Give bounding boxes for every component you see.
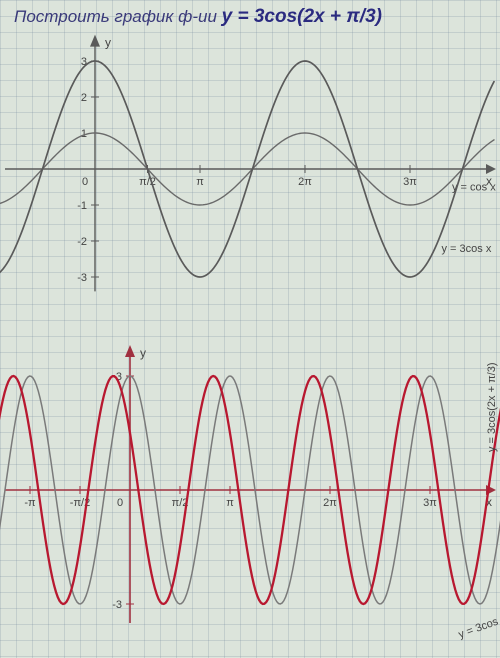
y-axis-arrow-icon — [90, 35, 100, 47]
y-axis-arrow-icon — [125, 345, 135, 357]
chart-top: yx-π0π/2π2π3π321-1-2-3y = cos xy = 3cos … — [0, 34, 500, 304]
y-tick-label: -3 — [112, 599, 122, 611]
series-label: y = 3cos(2x + π/3) — [486, 362, 498, 452]
x-tick-label: 0 — [117, 497, 123, 509]
x-tick-label: π — [196, 176, 204, 188]
x-tick-label: 3π — [423, 497, 437, 509]
y-tick-label: -2 — [77, 236, 87, 248]
title-prefix: Построить график ф-ии — [14, 7, 222, 26]
y-tick-label: -1 — [77, 200, 87, 212]
series-label: y = 3cos x — [442, 243, 492, 255]
page-title: Построить график ф-ии y = 3cos(2x + π/3) — [14, 6, 490, 28]
chart-bottom: yx-π-π/20π/2π2π3π3-3y = 3cos 2xy = 3cos(… — [0, 330, 500, 650]
y-tick-label: -3 — [77, 272, 87, 284]
x-tick-label: π — [226, 497, 234, 509]
x-tick-label: 2π — [298, 176, 312, 188]
series-label: y = 3cos 2x — [457, 610, 500, 641]
y-axis-label: y — [140, 346, 146, 360]
y-axis-label: y — [105, 36, 111, 50]
x-tick-label: 3π — [403, 176, 417, 188]
x-tick-label: 0 — [82, 176, 88, 188]
y-tick-label: 2 — [81, 92, 87, 104]
title-formula: y = 3cos(2x + π/3) — [222, 6, 382, 27]
x-tick-label: -π — [24, 497, 36, 509]
x-tick-label: 2π — [323, 497, 337, 509]
x-axis-arrow-icon — [486, 164, 496, 174]
